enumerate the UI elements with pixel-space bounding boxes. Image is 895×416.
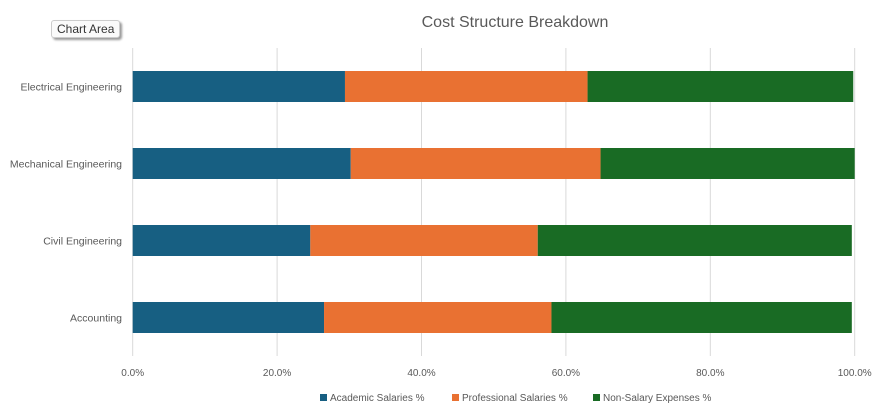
bar-segment-0: [132, 302, 325, 333]
legend-label: Non-Salary Expenses %: [603, 393, 711, 404]
bar-segment-2: [537, 225, 852, 256]
bar-segment-0: [132, 225, 311, 256]
bar-segment-1: [310, 225, 538, 256]
x-tick-label: 0.0%: [121, 368, 144, 379]
bar-segment-1: [350, 148, 601, 179]
legend-swatch: [320, 394, 327, 401]
category-label: Civil Engineering: [43, 236, 122, 248]
chart-area-tooltip: Chart Area: [51, 20, 121, 38]
bar-segment-1: [324, 302, 552, 333]
bar-segment-0: [132, 148, 351, 179]
bar-segment-2: [587, 71, 854, 102]
legend-label: Academic Salaries %: [330, 393, 425, 404]
legend-swatch: [452, 394, 459, 401]
x-tick-label: 100.0%: [838, 368, 872, 379]
category-label: Electrical Engineering: [20, 82, 122, 94]
bar-segment-2: [551, 302, 852, 333]
category-label: Mechanical Engineering: [10, 159, 122, 171]
x-tick-label: 40.0%: [407, 368, 435, 379]
bar-segment-1: [344, 71, 588, 102]
legend-swatch: [593, 394, 600, 401]
x-tick-label: 60.0%: [552, 368, 580, 379]
chart-title: Cost Structure Breakdown: [422, 14, 609, 31]
legend-label: Professional Salaries %: [462, 393, 568, 404]
x-tick-label: 80.0%: [696, 368, 724, 379]
bar-segment-0: [132, 71, 345, 102]
bar-segment-2: [600, 148, 855, 179]
category-label: Accounting: [70, 313, 122, 325]
x-tick-label: 20.0%: [263, 368, 291, 379]
